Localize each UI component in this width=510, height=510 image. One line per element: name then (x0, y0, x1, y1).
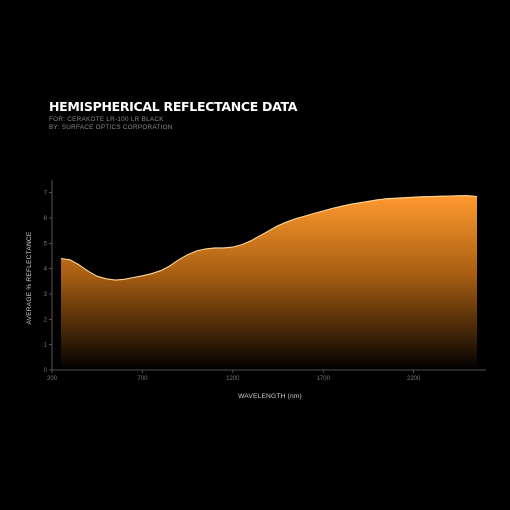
y-tick-label: 3 (44, 292, 48, 298)
x-tick-label: 1700 (317, 376, 331, 382)
y-tick-label: 4 (44, 267, 48, 273)
chart-header: HEMISPHERICAL REFLECTANCE DATA FOR: CERA… (49, 99, 297, 132)
x-tick-label: 200 (47, 376, 58, 382)
reflectance-line (60, 195, 478, 281)
y-tick-label: 5 (44, 241, 48, 247)
chart-subtitle-by: BY: SURFACE OPTICS CORPORATION (49, 124, 173, 131)
reflectance-area (61, 195, 477, 370)
x-tick-label: 1200 (226, 376, 240, 382)
y-tick-label: 7 (44, 191, 48, 197)
chart-title: HEMISPHERICAL REFLECTANCE DATA (49, 99, 298, 114)
x-tick-label: 2200 (407, 376, 421, 382)
y-tick-label: 1 (44, 343, 48, 349)
x-axis-label: WAVELENGTH (nm) (238, 393, 302, 400)
y-tick-label: 2 (44, 317, 48, 323)
chart-subtitle-for: FOR: CERAKOTE LR-100 LR BLACK (49, 116, 164, 123)
x-tick-label: 700 (137, 376, 148, 382)
y-tick-label: 0 (44, 368, 48, 374)
y-axis-label: AVERAGE % REFLECTANCE (26, 231, 33, 324)
y-tick-label: 6 (44, 216, 48, 222)
